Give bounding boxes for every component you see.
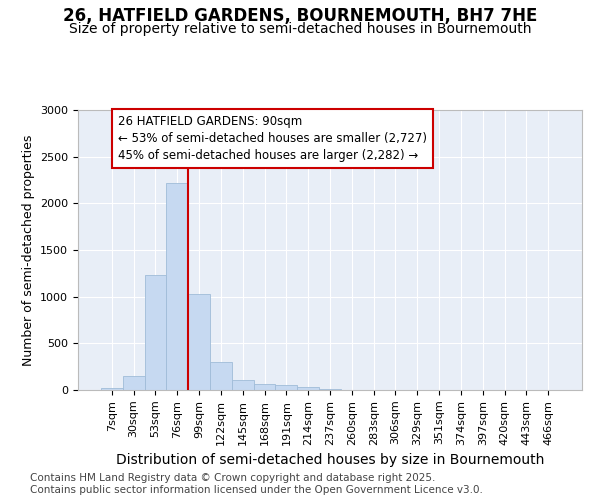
Text: Size of property relative to semi-detached houses in Bournemouth: Size of property relative to semi-detach… [69,22,531,36]
Bar [297,387,319,390]
Bar [166,183,188,390]
Text: 26 HATFIELD GARDENS: 90sqm
← 53% of semi-detached houses are smaller (2,727)
45%: 26 HATFIELD GARDENS: 90sqm ← 53% of semi… [118,114,427,162]
X-axis label: Distribution of semi-detached houses by size in Bournemouth: Distribution of semi-detached houses by … [116,453,544,467]
Bar [210,362,232,390]
Y-axis label: Number of semi-detached properties: Number of semi-detached properties [22,134,35,366]
Bar [319,389,341,390]
Bar [188,294,210,390]
Text: 26, HATFIELD GARDENS, BOURNEMOUTH, BH7 7HE: 26, HATFIELD GARDENS, BOURNEMOUTH, BH7 7… [63,8,537,26]
Text: Contains HM Land Registry data © Crown copyright and database right 2025.
Contai: Contains HM Land Registry data © Crown c… [30,474,483,495]
Bar [145,275,166,390]
Bar [232,380,254,390]
Bar [254,384,275,390]
Bar [101,388,123,390]
Bar [275,386,297,390]
Bar [123,376,145,390]
